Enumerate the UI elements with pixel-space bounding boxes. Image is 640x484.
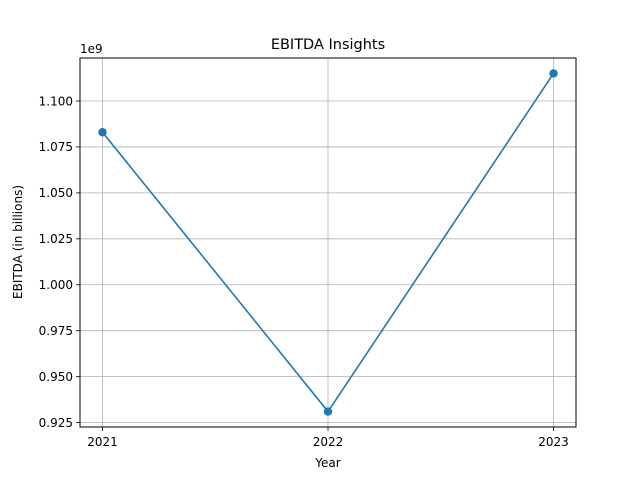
y-tick-label: 1.025 bbox=[39, 232, 73, 246]
y-axis-offset-label: 1e9 bbox=[80, 42, 103, 56]
y-tick-label: 0.925 bbox=[39, 416, 73, 430]
x-tick-label: 2021 bbox=[87, 435, 118, 449]
x-tick-label: 2023 bbox=[538, 435, 569, 449]
y-tick-label: 1.075 bbox=[39, 140, 73, 154]
data-point-marker bbox=[323, 407, 333, 416]
tick-layer: 2021 2022 2023 0.925 0.950 0.975 1.000 1.025 1.0… bbox=[39, 94, 569, 449]
x-tick-label: 2022 bbox=[313, 435, 344, 449]
grid-layer bbox=[80, 58, 576, 427]
y-tick-label: 1.000 bbox=[39, 278, 73, 292]
series-layer bbox=[98, 69, 558, 416]
data-point-marker bbox=[549, 69, 558, 78]
x-axis-label: Year bbox=[314, 456, 340, 470]
y-axis-label: EBITDA (in billions) bbox=[11, 185, 25, 299]
y-tick-label: 1.050 bbox=[39, 186, 73, 200]
y-tick-label: 1.100 bbox=[39, 94, 73, 108]
chart-title: EBITDA Insights bbox=[271, 37, 385, 53]
y-tick-label: 0.975 bbox=[39, 324, 73, 338]
data-point-marker bbox=[98, 128, 107, 137]
y-tick-label: 0.950 bbox=[39, 370, 73, 384]
